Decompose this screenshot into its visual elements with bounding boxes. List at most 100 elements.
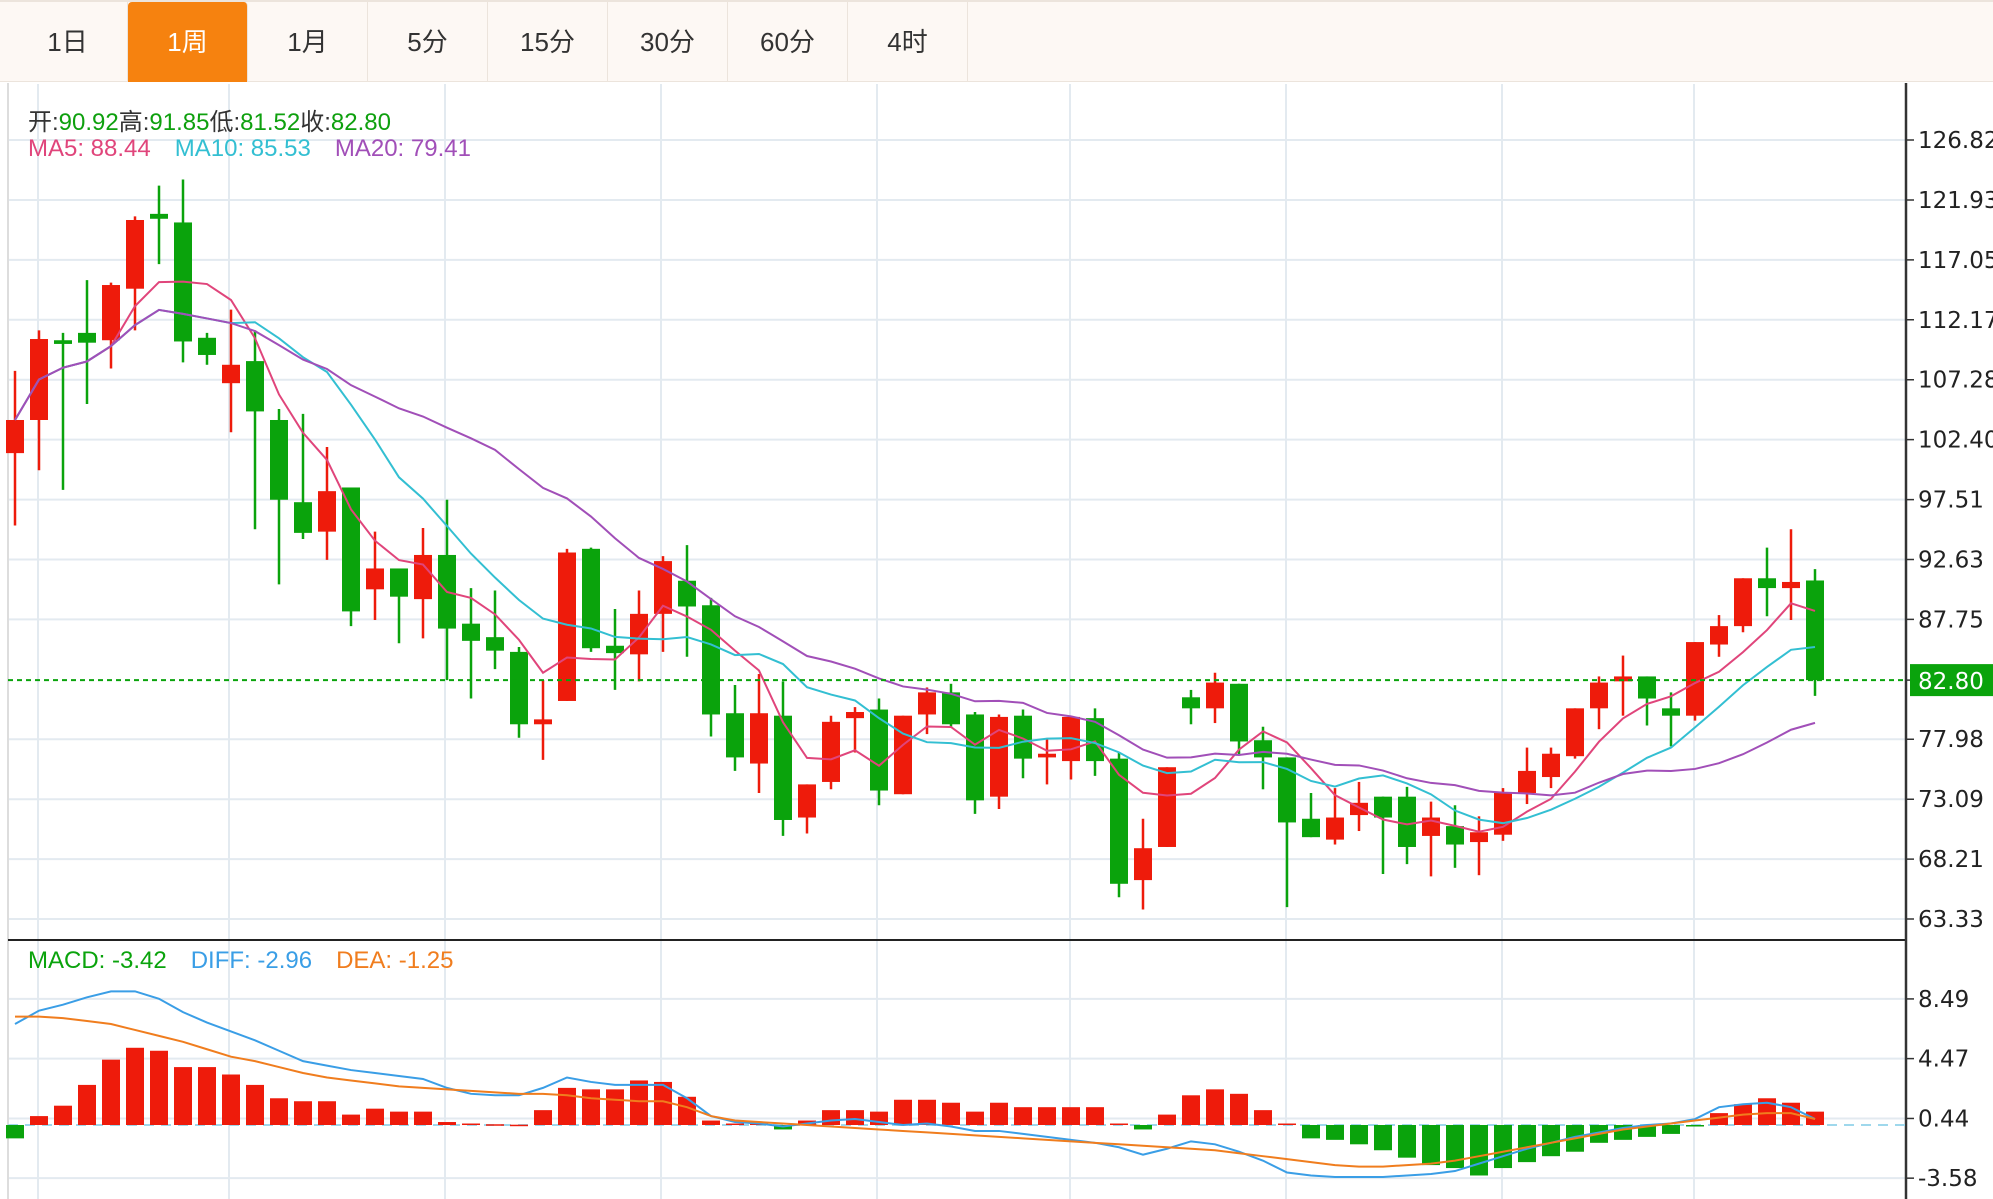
tab-5-min[interactable]: 5分 — [368, 2, 488, 82]
macd-histogram-bar — [678, 1096, 696, 1125]
low-label: 低: — [209, 109, 241, 136]
macd-histogram-bar — [1014, 1107, 1032, 1125]
macd-histogram-bar — [654, 1081, 672, 1125]
tab-1-month[interactable]: 1月 — [248, 2, 368, 82]
y-tick-label: 63.33 — [1918, 907, 1984, 933]
candle-up — [318, 491, 336, 532]
candle-up — [1158, 767, 1176, 847]
macd-histogram-bar — [966, 1111, 984, 1125]
y-tick-label: 102.40 — [1918, 428, 1993, 454]
low-value: 81.52 — [240, 109, 301, 136]
macd-histogram-bar — [6, 1125, 24, 1139]
macd-histogram-bar — [990, 1102, 1008, 1125]
period-tab-bar: 1日 1周 1月 5分 15分 30分 60分 4时 — [0, 0, 1993, 82]
ma10-value: MA10: 85.53 — [174, 135, 311, 162]
close-value: 82.80 — [330, 109, 391, 136]
macd-histogram-bar — [438, 1122, 456, 1125]
macd-value: MACD: -3.42 — [28, 947, 167, 974]
y-tick-label: 77.98 — [1918, 727, 1984, 753]
y-tick-label: 126.82 — [1918, 128, 1993, 154]
diff-value: DIFF: -2.96 — [190, 947, 313, 974]
candle-up — [1566, 708, 1584, 757]
macd-histogram-bar — [462, 1123, 480, 1126]
macd-histogram-bar — [1470, 1125, 1488, 1176]
candle-down — [726, 713, 744, 758]
candle-up — [846, 712, 864, 719]
tab-30-min[interactable]: 30分 — [608, 2, 728, 82]
macd-histogram-bar — [78, 1084, 96, 1125]
macd-histogram-bar — [606, 1089, 624, 1125]
candle-down — [1182, 697, 1200, 709]
candle-up — [654, 561, 672, 614]
macd-histogram-bar — [1422, 1125, 1440, 1166]
tab-1-week[interactable]: 1周 — [128, 2, 248, 82]
candle-up — [366, 568, 384, 590]
macd-histogram-bar — [1038, 1107, 1056, 1125]
ma20-value: MA20: 79.41 — [334, 135, 471, 162]
macd-histogram-bar — [630, 1080, 648, 1125]
macd-histogram-bar — [582, 1089, 600, 1125]
ma20-line — [14, 308, 1816, 797]
candle-up — [1326, 817, 1344, 840]
ma-readout: MA5: 88.44 MA10: 85.53 MA20: 79.41 — [28, 135, 471, 163]
candle-down — [294, 502, 312, 533]
candle-up — [1710, 626, 1728, 645]
candle-down — [1446, 826, 1464, 845]
macd-histogram-bar — [1158, 1114, 1176, 1125]
high-label: 高: — [118, 109, 150, 136]
candle-down — [1374, 796, 1392, 818]
candle-up — [102, 285, 120, 341]
macd-y-tick-label: -3.58 — [1918, 1166, 1978, 1192]
tab-4-hour[interactable]: 4时 — [848, 2, 968, 82]
dea-line — [15, 1015, 1816, 1168]
candle-down — [78, 332, 96, 343]
macd-histogram-bar — [150, 1050, 168, 1125]
macd-histogram-bar — [1638, 1125, 1656, 1137]
close-label: 收: — [300, 109, 331, 136]
macd-histogram-bar — [294, 1101, 312, 1125]
candle-down — [246, 361, 264, 412]
y-tick-label: 92.63 — [1918, 547, 1984, 573]
candle-up — [558, 552, 576, 701]
plot-background — [8, 83, 1906, 1199]
y-tick-label: 107.28 — [1918, 368, 1993, 394]
candle-up — [222, 364, 240, 384]
tab-60-min[interactable]: 60分 — [728, 2, 848, 82]
macd-histogram-bar — [534, 1110, 552, 1125]
macd-histogram-bar — [510, 1124, 528, 1127]
macd-histogram-bar — [1206, 1089, 1224, 1125]
candle-down — [870, 709, 888, 791]
tab-15-min[interactable]: 15分 — [488, 2, 608, 82]
y-tick-label: 73.09 — [1918, 787, 1984, 813]
candle-up — [750, 713, 768, 764]
macd-histogram-bar — [1710, 1113, 1728, 1125]
macd-histogram-bar — [102, 1059, 120, 1125]
macd-histogram-bar — [366, 1108, 384, 1125]
macd-histogram-bar — [390, 1111, 408, 1125]
candle-down — [678, 580, 696, 607]
candle-down — [486, 637, 504, 651]
candle-down — [1086, 718, 1104, 762]
y-tick-label: 121.93 — [1918, 188, 1993, 214]
candle-up — [126, 219, 144, 289]
ma5-line — [14, 280, 1816, 833]
candle-up — [1782, 581, 1800, 589]
macd-histogram-bar — [1518, 1125, 1536, 1163]
macd-histogram-bar — [222, 1074, 240, 1125]
macd-histogram-bar — [30, 1116, 48, 1125]
candle-up — [1734, 578, 1752, 627]
macd-histogram-bar — [1134, 1125, 1152, 1130]
candle-up — [414, 554, 432, 600]
candle-down — [606, 645, 624, 654]
y-tick-label: 68.21 — [1918, 847, 1984, 873]
macd-histogram-bar — [126, 1047, 144, 1125]
candle-up — [1590, 682, 1608, 709]
candle-down — [462, 623, 480, 641]
candle-up — [1038, 753, 1056, 758]
tab-1-day[interactable]: 1日 — [8, 2, 128, 82]
last-price-badge — [1910, 664, 1993, 697]
candle-up — [822, 721, 840, 782]
macd-histogram-bar — [702, 1120, 720, 1125]
macd-histogram-bar — [822, 1110, 840, 1125]
